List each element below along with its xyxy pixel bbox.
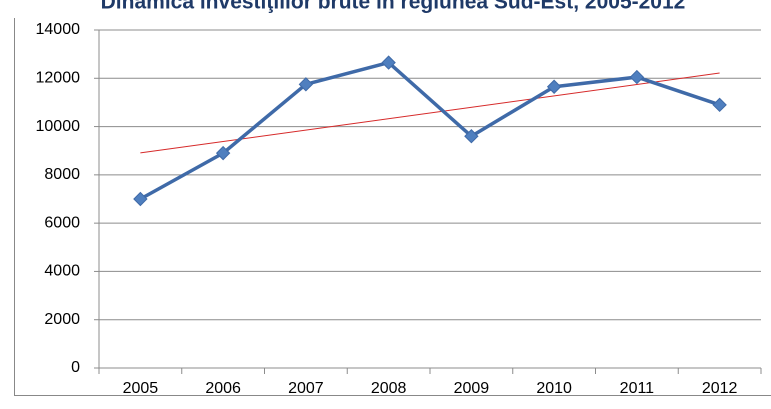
y-tick-label: 0 — [71, 359, 80, 376]
x-tick-label: 2012 — [702, 380, 738, 397]
y-tick-label: 2000 — [44, 311, 80, 328]
data-marker — [464, 129, 479, 144]
y-tick-label: 6000 — [44, 214, 80, 231]
y-tick-label: 10000 — [36, 118, 81, 135]
x-tick-label: 2011 — [620, 380, 655, 397]
data-marker — [712, 97, 727, 113]
x-tick-label: 2007 — [288, 380, 324, 397]
x-tick-label: 2006 — [205, 380, 241, 397]
y-tick-label: 8000 — [44, 166, 80, 183]
data-marker — [381, 55, 396, 70]
data-marker — [215, 145, 231, 161]
x-tick-label: 2005 — [123, 380, 159, 397]
chart-title: Dinamica investiţiilor brute în regiunea… — [101, 0, 686, 14]
data-marker — [133, 191, 148, 207]
data-line — [139, 60, 721, 201]
x-tick-label: 2008 — [371, 380, 407, 397]
data-marker — [629, 69, 645, 85]
y-tick-label: 4000 — [44, 263, 80, 280]
data-marker — [546, 79, 562, 94]
x-tick-label: 2009 — [454, 380, 490, 397]
x-tick-label: 2010 — [536, 380, 572, 397]
y-tick-label: 12000 — [36, 70, 81, 87]
y-tick-label: 14000 — [36, 21, 81, 38]
data-marker — [298, 77, 314, 92]
